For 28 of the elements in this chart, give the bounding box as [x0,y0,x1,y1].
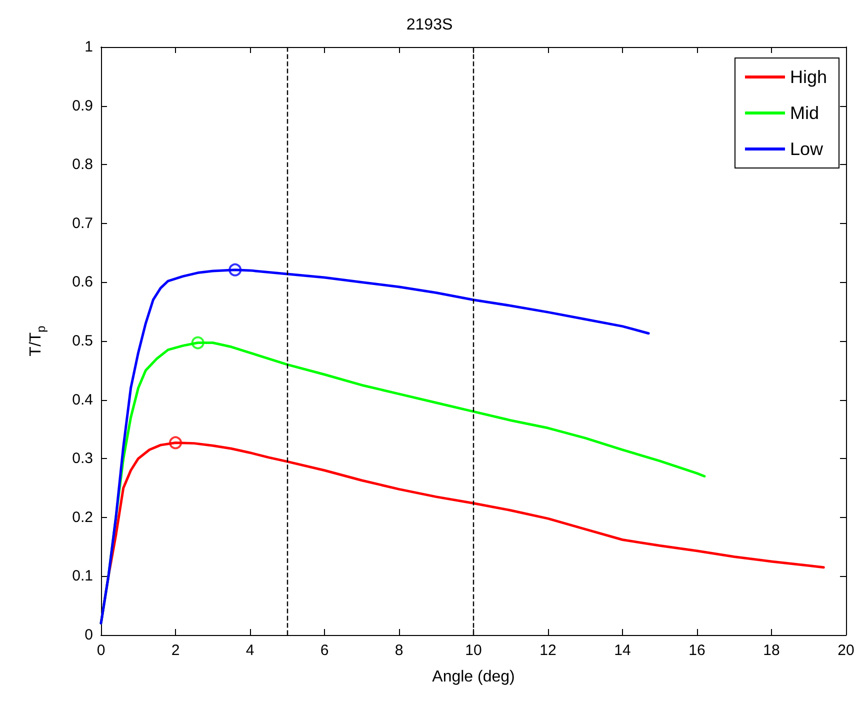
y-tick-label: 0.5 [72,332,93,350]
legend-label: Low [790,139,824,159]
y-tick-label: 0.2 [72,508,93,526]
y-tick-label: 0.9 [72,97,93,114]
x-tick-label: 8 [394,642,404,659]
x-tick-label: 12 [540,642,556,659]
y-tick-label: 1 [84,38,93,56]
x-tick-label: 6 [320,642,329,659]
x-tick-label: 4 [246,642,254,659]
x-tick-label: 16 [688,642,706,659]
legend-label: Mid [790,103,819,123]
x-tick-label: 2 [171,642,180,659]
x-tick-label: 0 [96,642,106,659]
x-tick-label: 20 [838,642,854,659]
y-tick-label: 0.8 [72,156,93,174]
x-axis-title: Angle (deg) [432,668,515,686]
y-tick-label: 0 [84,626,93,644]
x-tick-label: 10 [465,642,482,659]
y-tick-label: 0.7 [72,214,93,232]
chart-title: 2193S [406,16,453,34]
x-tick-label: 14 [614,642,631,659]
y-tick-label: 0.3 [72,450,93,468]
y-tick-label: 0.1 [72,568,93,585]
legend-label: High [790,67,828,87]
y-axis-title: T/Tp [28,325,48,356]
y-tick-label: 0.6 [72,274,93,291]
x-tick-label: 18 [763,642,780,659]
y-tick-label: 0.4 [72,391,93,408]
